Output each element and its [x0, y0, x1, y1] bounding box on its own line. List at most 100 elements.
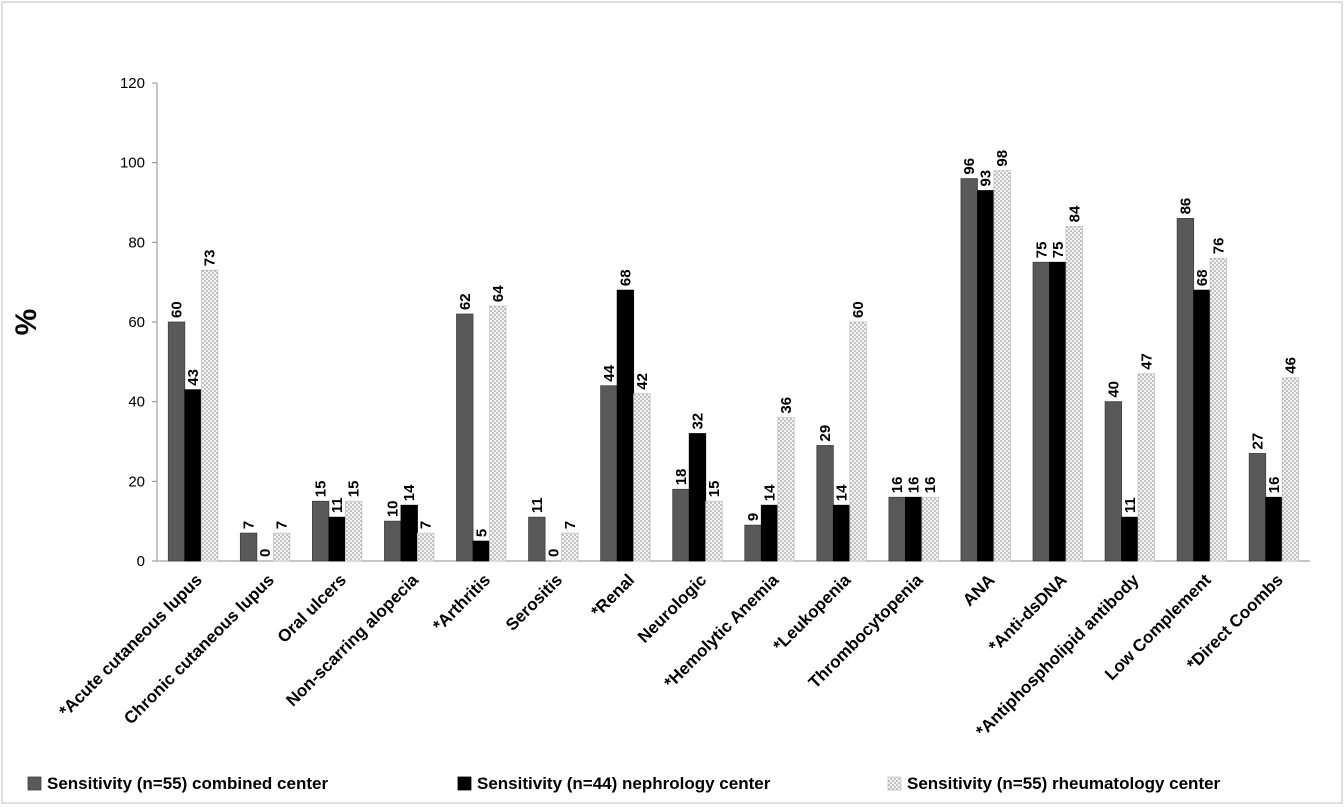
data-label: 96 — [961, 158, 978, 175]
data-label: 16 — [922, 477, 939, 494]
bar-series-1 — [167, 321, 186, 562]
bar-series-1 — [672, 488, 690, 562]
bar-series-2 — [760, 504, 779, 562]
bar-series-3 — [489, 305, 507, 562]
bar-series-2 — [977, 190, 995, 562]
data-label: 32 — [689, 413, 706, 430]
data-label: 15 — [706, 481, 723, 498]
legend-label-2: Sensitivity (n=44) nephrology center — [477, 774, 771, 793]
y-axis-label: % — [10, 309, 43, 336]
data-label: 75 — [1050, 242, 1067, 259]
bar-series-3 — [345, 500, 363, 562]
data-label: 7 — [562, 521, 579, 529]
data-label: 68 — [1194, 269, 1211, 286]
bar-series-1 — [1032, 261, 1050, 562]
data-label: 16 — [1266, 477, 1283, 494]
legend: Sensitivity (n=55) combined center Sensit… — [27, 774, 1221, 793]
bar-series-3 — [272, 532, 291, 562]
data-label: 47 — [1138, 353, 1155, 370]
bar-series-3 — [417, 532, 435, 562]
bar-series-1 — [744, 524, 762, 562]
bar-series-2 — [472, 540, 490, 562]
bar-series-2 — [905, 496, 923, 562]
bar-series-1 — [888, 496, 906, 562]
bar-series-1 — [239, 532, 258, 562]
data-label: 15 — [346, 481, 363, 498]
data-label: 14 — [834, 484, 851, 501]
data-label: 40 — [1105, 381, 1122, 398]
data-label: 5 — [473, 529, 490, 537]
bar-series-3 — [200, 269, 219, 562]
data-label: 73 — [202, 250, 219, 267]
data-label: 64 — [490, 285, 507, 302]
data-label: 18 — [673, 469, 690, 486]
data-label: 15 — [313, 481, 330, 498]
y-tick-label: 80 — [128, 234, 145, 251]
bar-series-2 — [1121, 516, 1139, 562]
data-label: 16 — [906, 477, 923, 494]
data-label: 60 — [169, 301, 186, 318]
bar-series-1 — [528, 516, 546, 562]
bar-series-1 — [384, 520, 402, 562]
y-tick-label: 0 — [137, 553, 145, 570]
bar-series-3 — [1209, 257, 1228, 562]
data-label: 44 — [601, 364, 618, 381]
bar-series-3 — [921, 496, 939, 562]
legend-label-3: Sensitivity (n=55) rheumatology center — [907, 774, 1221, 793]
bar-series-3 — [561, 532, 579, 562]
data-label: 76 — [1210, 238, 1227, 255]
bar-series-3 — [993, 170, 1011, 562]
data-label: 36 — [778, 397, 795, 414]
data-label: 93 — [978, 170, 995, 187]
data-label: 7 — [274, 521, 291, 529]
data-label: 27 — [1249, 433, 1266, 450]
data-label: 0 — [545, 549, 562, 557]
data-label: 62 — [457, 293, 474, 310]
y-tick-label: 120 — [120, 75, 145, 92]
data-label: 0 — [257, 549, 274, 557]
data-label: 11 — [1122, 497, 1139, 513]
data-label: 98 — [994, 150, 1011, 167]
data-label: 7 — [418, 521, 435, 529]
bar-series-2 — [616, 289, 635, 562]
bar-series-1 — [312, 500, 330, 562]
data-label: 11 — [329, 497, 346, 513]
bar-series-2 — [688, 433, 707, 562]
data-label: 43 — [185, 369, 202, 386]
y-tick-label: 20 — [128, 473, 145, 490]
data-label: 42 — [634, 373, 651, 390]
y-tick-label: 40 — [128, 394, 145, 411]
data-label: 29 — [817, 425, 834, 442]
bar-series-3 — [633, 393, 651, 562]
data-label: 14 — [401, 484, 418, 501]
data-label: 7 — [241, 521, 258, 529]
bar-series-3 — [705, 500, 723, 562]
bars: 6043737071511151014762564110744684218321… — [167, 150, 1300, 562]
data-label: 86 — [1177, 198, 1194, 215]
bar-series-1 — [456, 313, 474, 562]
data-label: 46 — [1282, 357, 1299, 374]
bar-series-1 — [1248, 453, 1267, 562]
legend-swatch-1 — [27, 776, 42, 791]
legend-label-1: Sensitivity (n=55) combined center — [47, 774, 328, 793]
bar-series-1 — [816, 445, 834, 562]
bar-series-2 — [1265, 496, 1283, 562]
y-tick-label: 60 — [128, 314, 145, 331]
data-label: 10 — [385, 500, 402, 517]
data-label: 14 — [762, 484, 779, 501]
bar-series-2 — [1049, 261, 1067, 562]
legend-swatch-3 — [887, 776, 902, 791]
data-label: 60 — [850, 301, 867, 318]
bar-series-1 — [1104, 401, 1122, 562]
data-label: 84 — [1066, 205, 1083, 222]
data-label: 9 — [745, 513, 762, 521]
bar-series-2 — [184, 389, 202, 562]
data-label: 11 — [529, 497, 546, 513]
bar-series-2 — [1193, 289, 1211, 562]
bar-series-1 — [960, 178, 978, 562]
bar-series-1 — [1176, 218, 1195, 562]
bar-series-3 — [1281, 377, 1300, 562]
bar-series-3 — [777, 417, 795, 562]
